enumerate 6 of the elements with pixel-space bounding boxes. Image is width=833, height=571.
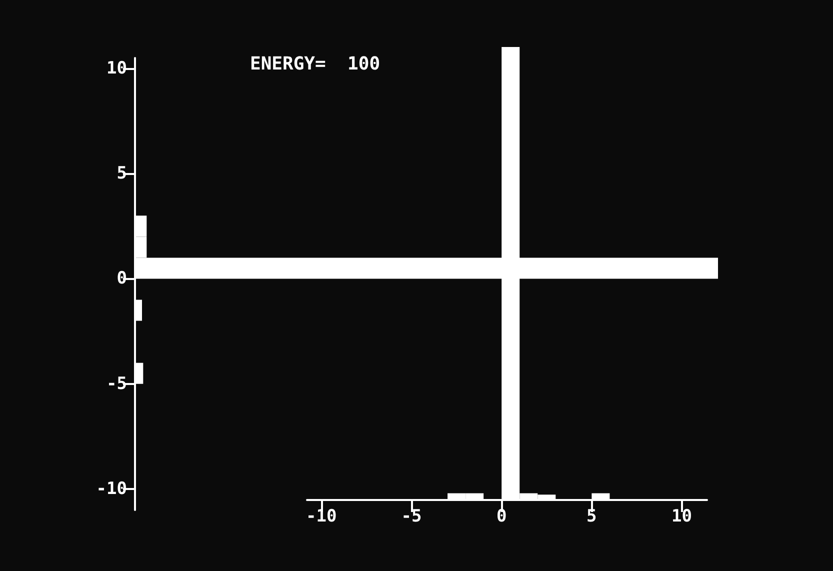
x-tick-label: -5 (401, 506, 422, 526)
x-tick-label: 10 (672, 506, 692, 526)
x-tick-label: -10 (306, 506, 337, 526)
y-tick-label: 10 (106, 58, 127, 79)
y-tick-label: -10 (96, 478, 127, 499)
chart-title: ENERGY= 100 (250, 54, 380, 74)
